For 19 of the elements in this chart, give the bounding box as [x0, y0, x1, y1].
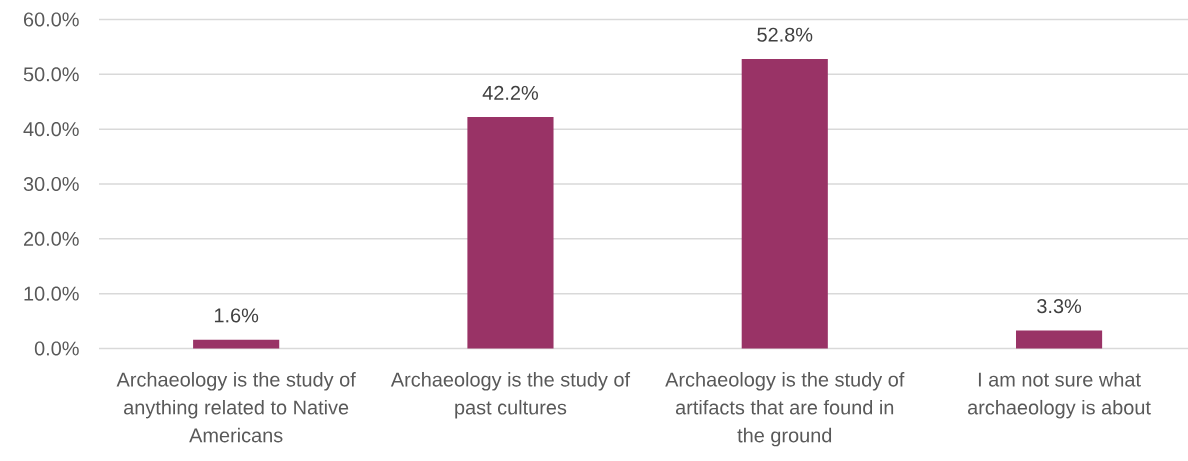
x-tick-label: Archaeology is the study of artifacts that are found in the ground [665, 372, 905, 447]
bar [741, 58, 828, 349]
y-tick-label: 60.0% [24, 12, 79, 27]
x-tick-label: Archaeology is the study of anything related to Native Americans [116, 372, 356, 443]
bar [467, 117, 554, 349]
data-label: 3.3% [1037, 299, 1082, 314]
y-tick-label: 50.0% [23, 67, 79, 82]
y-tick-label: 20.0% [23, 231, 79, 246]
data-label: 1.6% [214, 308, 259, 323]
data-label: 42.2% [482, 85, 538, 100]
y-tick-label: 0.0% [34, 341, 79, 356]
data-label: 52.8% [757, 27, 813, 42]
y-tick-label: 10.0% [24, 286, 79, 301]
y-tick-label: 40.0% [23, 122, 79, 137]
y-tick-label: 30.0% [23, 176, 79, 192]
x-tick-label: I am not sure what archaeology is about [967, 372, 1151, 419]
bar [193, 339, 280, 349]
x-tick-label: Archaeology is the study of past cultures [390, 372, 631, 419]
bar [1016, 330, 1103, 349]
